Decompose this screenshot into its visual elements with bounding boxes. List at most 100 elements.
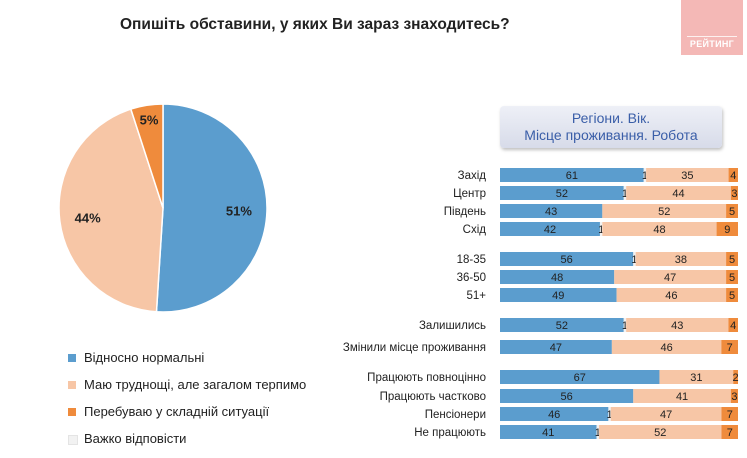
bar-segment xyxy=(643,168,647,182)
bar-value-label: 43 xyxy=(671,320,683,332)
bar-segment xyxy=(500,222,600,236)
bar-panel-title-line1: Регіони. Вік. xyxy=(571,110,651,126)
bar-segment xyxy=(598,425,722,439)
pie-slice xyxy=(58,108,164,313)
bar-segment xyxy=(500,340,612,354)
bar-value-label: 52 xyxy=(556,320,568,332)
bar-value-label: 5 xyxy=(729,206,735,218)
bar-value-label: 41 xyxy=(676,391,688,403)
bar-value-label: 48 xyxy=(551,272,563,284)
bar-value-label: 7 xyxy=(727,409,733,421)
bar-segment xyxy=(726,288,738,302)
bar-value-label: 1 xyxy=(595,427,601,439)
bar-segment xyxy=(500,407,609,421)
bar-category-label: 36-50 xyxy=(457,272,486,284)
bar-segment xyxy=(500,252,634,266)
bar-value-label: 3 xyxy=(731,188,737,200)
bar-value-label: 7 xyxy=(727,427,733,439)
bar-segment xyxy=(500,425,597,439)
bar-segment xyxy=(730,186,738,200)
bar-panel-title-line2: Місце проживання. Робота xyxy=(524,127,698,143)
bar-value-label: 56 xyxy=(561,391,573,403)
bar-segment xyxy=(623,318,627,332)
bar-segment xyxy=(721,425,738,439)
bar-segment xyxy=(599,222,603,236)
bar-category-label: Працюють частково xyxy=(380,391,486,403)
bar-segment xyxy=(500,186,624,200)
bar-value-label: 4 xyxy=(730,170,736,182)
bar-segment xyxy=(726,252,738,266)
bar-value-label: 2 xyxy=(733,372,739,384)
bar-value-label: 4 xyxy=(730,320,736,332)
bar-value-label: 52 xyxy=(556,188,568,200)
bar-value-label: 47 xyxy=(664,272,676,284)
bar-segment xyxy=(728,168,738,182)
legend-swatch xyxy=(68,354,76,362)
bar-value-label: 52 xyxy=(658,206,670,218)
bar-segment xyxy=(730,389,738,403)
bar-segment xyxy=(626,186,731,200)
bar-segment xyxy=(500,389,634,403)
bar-value-label: 41 xyxy=(542,427,554,439)
bar-category-label: Не працюють xyxy=(414,427,486,439)
bar-segment xyxy=(721,340,738,354)
bar-category-label: Пенсіонери xyxy=(425,409,486,421)
bar-segment xyxy=(659,370,734,384)
bar-value-label: 1 xyxy=(598,224,604,236)
bar-segment xyxy=(716,222,738,236)
bar-value-label: 1 xyxy=(642,170,648,182)
page-title: Опишіть обставини, у яких Ви зараз знахо… xyxy=(120,16,510,33)
bar-value-label: 56 xyxy=(561,254,573,266)
bar-category-label: Змінили місце проживання xyxy=(343,342,486,354)
rating-logo: РЕЙТИНГ xyxy=(681,0,743,55)
bar-segment xyxy=(500,270,615,284)
bar-segment xyxy=(500,318,624,332)
legend-label: Відносно нормальні xyxy=(84,350,205,365)
bar-value-label: 47 xyxy=(550,342,562,354)
pie-data-label: 51% xyxy=(226,203,252,218)
bar-value-label: 1 xyxy=(622,188,628,200)
bar-segment xyxy=(728,318,738,332)
bar-category-label: Захід xyxy=(458,170,487,182)
bar-segment xyxy=(646,168,729,182)
bar-segment xyxy=(611,340,722,354)
bar-segment xyxy=(623,186,627,200)
legend-label: Перебуваю у складній ситуації xyxy=(84,404,270,419)
bar-segment xyxy=(500,168,644,182)
legend-swatch xyxy=(68,435,78,445)
bar-category-label: 18-35 xyxy=(457,254,486,266)
bar-segment xyxy=(616,288,727,302)
bar-segment xyxy=(500,288,617,302)
legend-label: Маю труднощі, але загалом терпимо xyxy=(84,377,307,392)
bar-value-label: 46 xyxy=(665,290,677,302)
bar-segment xyxy=(602,204,727,218)
pie-data-label: 44% xyxy=(75,211,101,226)
bar-value-label: 38 xyxy=(675,254,687,266)
bar-segment xyxy=(626,318,729,332)
bar-segment xyxy=(721,407,738,421)
bar-segment xyxy=(614,270,727,284)
bar-segment xyxy=(500,370,660,384)
pie-slice xyxy=(129,103,164,209)
bar-value-label: 35 xyxy=(681,170,693,182)
bar-segment xyxy=(596,425,599,439)
bar-value-label: 7 xyxy=(727,342,733,354)
bar-value-label: 1 xyxy=(631,254,637,266)
bar-value-label: 46 xyxy=(548,409,560,421)
bar-segment xyxy=(610,407,722,421)
bar-segment xyxy=(726,270,738,284)
bar-category-label: 51+ xyxy=(466,290,486,302)
bar-segment xyxy=(733,370,738,384)
bar-segment xyxy=(608,407,611,421)
bar-value-label: 46 xyxy=(660,342,672,354)
bar-value-label: 48 xyxy=(653,224,665,236)
pie-slice xyxy=(155,103,268,313)
bar-category-label: Південь xyxy=(444,206,486,218)
bar-value-label: 1 xyxy=(622,320,628,332)
bar-value-label: 31 xyxy=(690,372,702,384)
bar-value-label: 61 xyxy=(566,170,578,182)
bar-category-label: Схід xyxy=(463,224,487,236)
bar-value-label: 52 xyxy=(654,427,666,439)
legend-swatch xyxy=(68,408,76,416)
